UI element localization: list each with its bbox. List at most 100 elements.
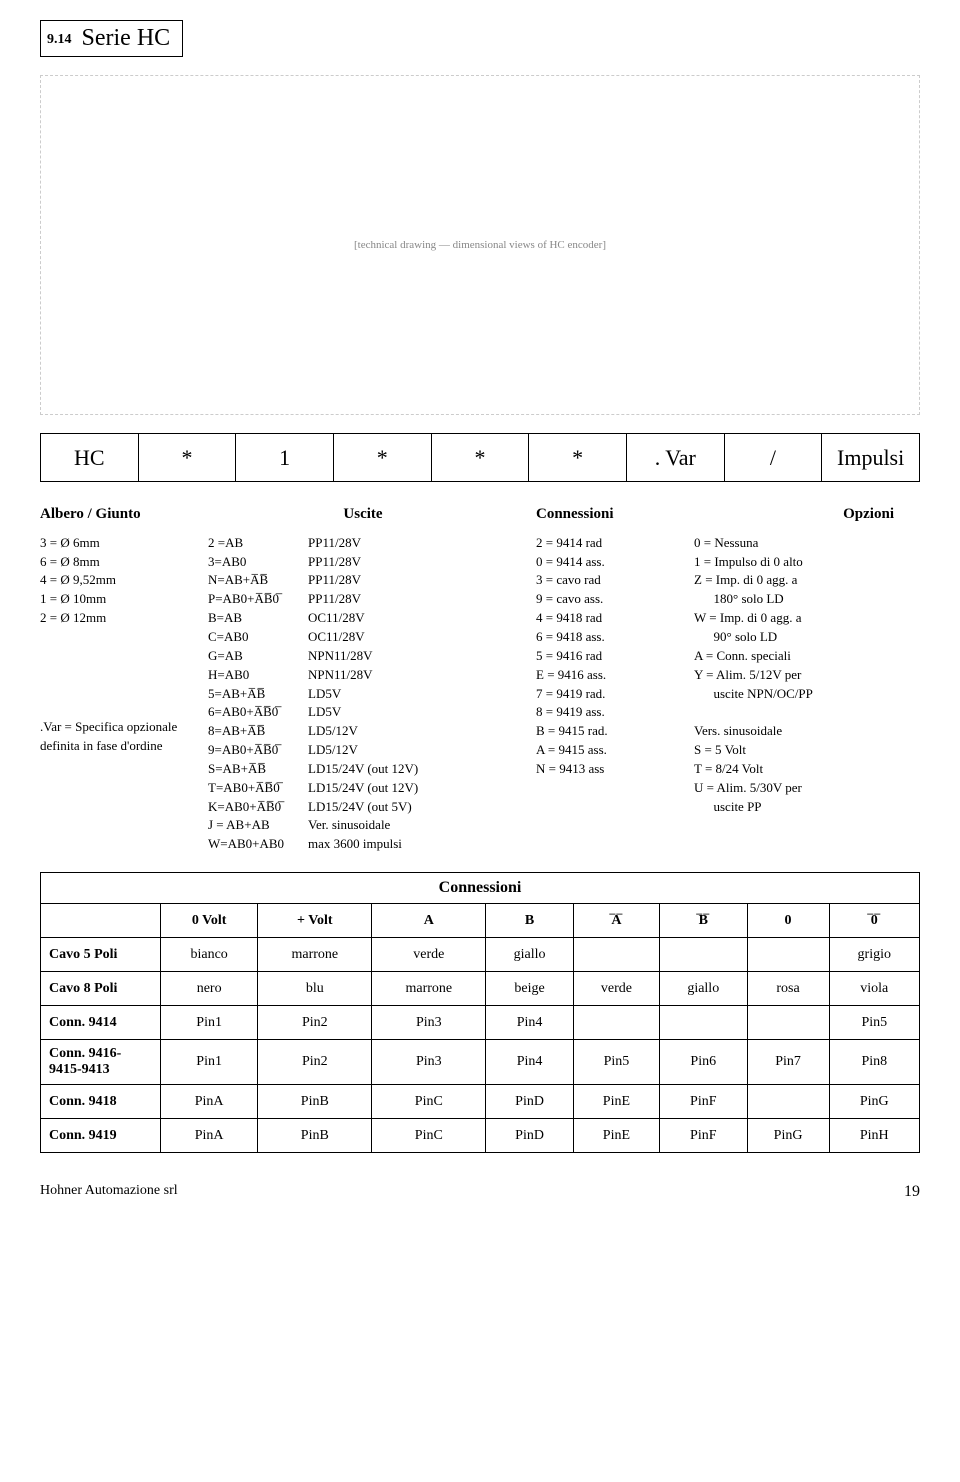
connrow-3: 9 = cavo ass. [536,590,676,609]
conn-table: 0 Volt+ VoltAB––A––B0––0 Cavo 5 Polibian… [40,903,920,1153]
conn-th-text-2: + Volt [297,913,333,928]
col-head-albero: Albero / Giunto [40,504,190,526]
uscite-code-13: T=AB0+A̅B̅0̅ [208,779,308,798]
conn-cell-1-6: giallo [659,972,747,1006]
conn-th-text-7: 0 [785,913,792,928]
uscite-desc-16: max 3600 impulsi [308,835,402,854]
uscite-desc-0: PP11/28V [308,534,361,553]
uscite-row-2: N=AB+A̅B̅PP11/28V [208,571,518,590]
optrow-3: 180° solo LD [694,590,894,609]
optrow-8: uscite NPN/OC/PP [694,685,894,704]
uscite-desc-15: Ver. sinusoidale [308,816,390,835]
conn-cell-2-4: Pin4 [486,1006,574,1040]
conn-cell-0-3: verde [372,938,486,972]
uscite-code-4: B=AB [208,609,308,628]
conn-th-4: B [486,904,574,938]
conn-th-text-3: A [424,913,434,928]
albero-row-2: 4 = Ø 9,52mm [40,571,190,590]
optrow-10: Vers. sinusoidale [694,722,894,741]
conn-cell-3-0: Conn. 9416-9415-9413 [41,1040,161,1085]
col-head-uscite: Uscite [208,504,518,526]
conn-cell-3-8: Pin8 [829,1040,919,1085]
col-opzioni: Opzioni 0 = Nessuna1 = Impulso di 0 alto… [694,504,894,854]
section-title: 9.14 Serie HC [40,20,183,57]
uscite-desc-9: LD5V [308,703,341,722]
drawing-placeholder: [technical drawing — dimensional views o… [354,239,606,251]
albero-row-1: 6 = Ø 8mm [40,553,190,572]
conn-th-1: 0 Volt [161,904,258,938]
conn-cell-2-1: Pin1 [161,1006,258,1040]
uscite-row-16: W=AB0+AB0max 3600 impulsi [208,835,518,854]
conn-th-text-1: 0 Volt [192,913,227,928]
uscite-code-10: 8=AB+A̅B̅ [208,722,308,741]
uscite-desc-13: LD15/24V (out 12V) [308,779,418,798]
connrow-0: 2 = 9414 rad [536,534,676,553]
conn-cell-4-2: PinB [258,1085,372,1119]
conn-cell-2-7 [747,1006,829,1040]
conn-cell-0-0: Cavo 5 Poli [41,938,161,972]
conn-cell-3-2: Pin2 [258,1040,372,1085]
optrow-9 [694,703,894,722]
uscite-code-15: J = AB+AB [208,816,308,835]
section-number: 9.14 [47,32,72,47]
conn-cell-5-2: PinB [258,1119,372,1153]
uscite-desc-5: OC11/28V [308,628,365,647]
connrow-4: 4 = 9418 rad [536,609,676,628]
conn-cell-4-5: PinE [573,1085,659,1119]
var-note: .Var = Specifica opzionale definita in f… [40,718,190,756]
conn-cell-5-0: Conn. 9419 [41,1119,161,1153]
optrow-11: S = 5 Volt [694,741,894,760]
conn-cell-5-4: PinD [486,1119,574,1153]
col-connessioni: Connessioni 2 = 9414 rad0 = 9414 ass.3 =… [536,504,676,854]
conn-cell-0-5 [573,938,659,972]
footer-page: 19 [904,1183,920,1201]
conn-cell-3-4: Pin4 [486,1040,574,1085]
uscite-desc-14: LD15/24V (out 5V) [308,798,412,817]
conn-cell-5-3: PinC [372,1119,486,1153]
technical-drawing: [technical drawing — dimensional views o… [40,75,920,415]
uscite-row-8: 5=AB+A̅B̅LD5V [208,685,518,704]
conn-cell-4-8: PinG [829,1085,919,1119]
connrow-6: 5 = 9416 rad [536,647,676,666]
uscite-row-4: B=ABOC11/28V [208,609,518,628]
connrow-12: N = 9413 ass [536,760,676,779]
uscite-code-16: W=AB0+AB0 [208,835,308,854]
pn-cell-5: * [529,434,627,482]
optrow-2: Z = Imp. di 0 agg. a [694,571,894,590]
conn-th-5: ––A [573,904,659,938]
conn-cell-2-3: Pin3 [372,1006,486,1040]
pn-cell-2: 1 [236,434,334,482]
optrow-7: Y = Alim. 5/12V per [694,666,894,685]
uscite-row-9: 6=AB0+A̅B̅0̅LD5V [208,703,518,722]
albero-row-3: 1 = Ø 10mm [40,590,190,609]
conn-cell-2-2: Pin2 [258,1006,372,1040]
uscite-desc-7: NPN11/28V [308,666,373,685]
pn-cell-3: * [333,434,431,482]
conn-table-title: Connessioni [40,872,920,903]
uscite-row-7: H=AB0NPN11/28V [208,666,518,685]
connrow-5: 6 = 9418 ass. [536,628,676,647]
conn-th-over-6: –– [696,906,710,921]
pn-cell-4: * [431,434,529,482]
conn-th-over-5: –– [609,906,623,921]
uscite-desc-12: LD15/24V (out 12V) [308,760,418,779]
optrow-5: 90° solo LD [694,628,894,647]
uscite-code-5: C=AB0 [208,628,308,647]
conn-cell-3-7: Pin7 [747,1040,829,1085]
conn-cell-3-6: Pin6 [659,1040,747,1085]
conn-cell-1-8: viola [829,972,919,1006]
connrow-10: B = 9415 rad. [536,722,676,741]
connrow-9: 8 = 9419 ass. [536,703,676,722]
conn-cell-2-0: Conn. 9414 [41,1006,161,1040]
uscite-code-6: G=AB [208,647,308,666]
conn-th-text-4: B [525,913,534,928]
uscite-desc-4: OC11/28V [308,609,365,628]
conn-cell-1-0: Cavo 8 Poli [41,972,161,1006]
optrow-12: T = 8/24 Volt [694,760,894,779]
uscite-row-13: T=AB0+A̅B̅0̅LD15/24V (out 12V) [208,779,518,798]
var-note-l2: definita in fase d'ordine [40,737,190,756]
conn-cell-4-4: PinD [486,1085,574,1119]
optrow-6: A = Conn. speciali [694,647,894,666]
conn-cell-5-5: PinE [573,1119,659,1153]
conn-cell-5-6: PinF [659,1119,747,1153]
